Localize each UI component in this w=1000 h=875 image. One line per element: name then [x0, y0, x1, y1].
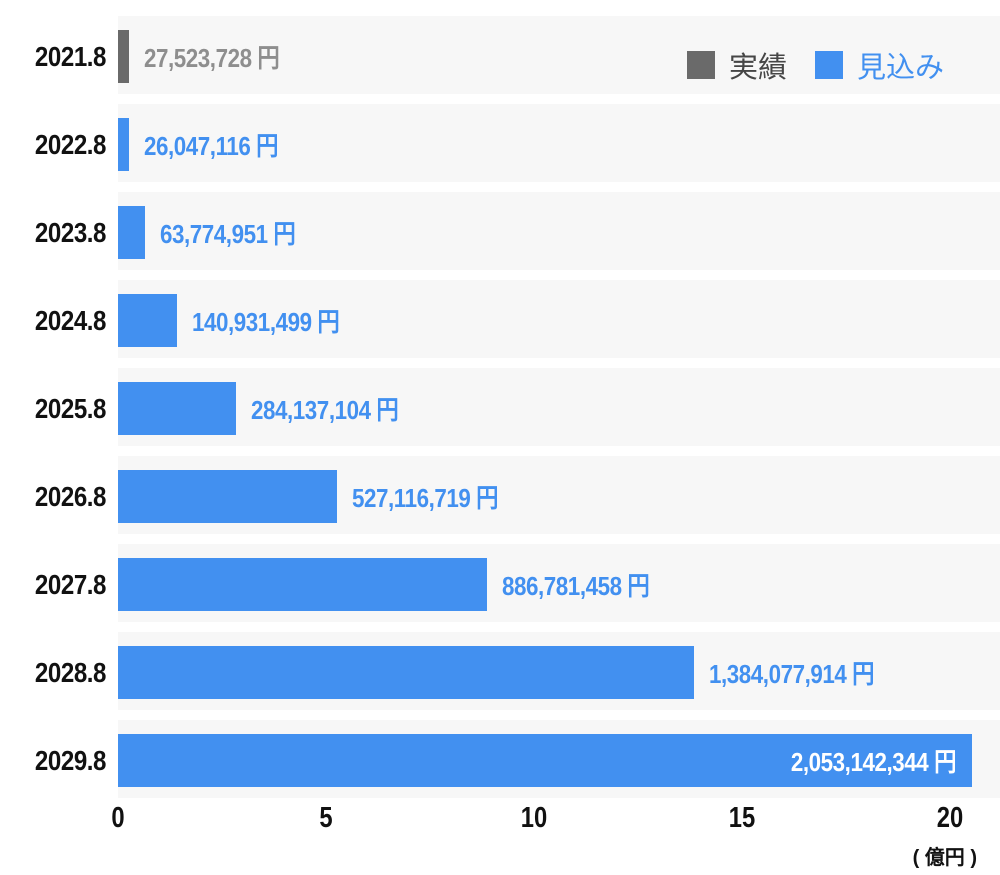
legend-label-actual: 実績	[729, 52, 788, 84]
value-label: 1,384,077,914 円	[709, 659, 875, 689]
category-label: 2025.8	[34, 392, 107, 424]
bar-forecast	[118, 382, 236, 435]
category-label: 2026.8	[34, 480, 107, 512]
row-band	[118, 192, 1000, 270]
category-label: 2027.8	[34, 568, 107, 600]
row-band	[118, 104, 1000, 182]
legend-swatch-forecast	[815, 51, 844, 79]
category-label: 2024.8	[34, 304, 107, 336]
x-axis-tick: 0	[111, 802, 125, 834]
category-label: 2028.8	[34, 656, 107, 688]
value-label: 63,774,951 円	[160, 219, 296, 249]
bar-forecast	[118, 646, 694, 699]
bar-forecast	[118, 294, 177, 347]
category-label: 2022.8	[34, 128, 107, 160]
value-label: 26,047,116 円	[144, 131, 279, 161]
value-label: 527,116,719 円	[352, 483, 499, 513]
bar-forecast	[118, 118, 129, 171]
x-axis-tick: 15	[728, 802, 756, 834]
bar-forecast	[118, 206, 145, 259]
value-label: 27,523,728 円	[144, 43, 280, 73]
bar-actual	[118, 30, 129, 83]
value-label: 140,931,499 円	[192, 307, 340, 337]
row-band	[118, 368, 1000, 446]
value-label: 886,781,458 円	[502, 571, 650, 601]
row-band	[118, 16, 1000, 94]
bar-forecast	[118, 734, 972, 787]
bar-forecast	[118, 558, 487, 611]
legend-swatch-actual	[687, 51, 715, 79]
x-axis-tick: 5	[319, 802, 333, 834]
row-band	[118, 280, 1000, 358]
legend-label-forecast: 見込み	[857, 52, 945, 84]
category-label: 2021.8	[34, 40, 107, 72]
x-axis-tick: 20	[936, 802, 964, 834]
x-axis-unit-label: ( 億円 )	[912, 847, 977, 869]
legend: 実績 見込み	[687, 44, 944, 86]
value-label: 2,053,142,344 円	[790, 747, 957, 777]
value-label: 284,137,104 円	[251, 395, 399, 425]
bar-forecast	[118, 470, 337, 523]
category-label: 2029.8	[34, 744, 107, 776]
category-label: 2023.8	[34, 216, 107, 248]
x-axis-tick: 10	[520, 802, 548, 834]
